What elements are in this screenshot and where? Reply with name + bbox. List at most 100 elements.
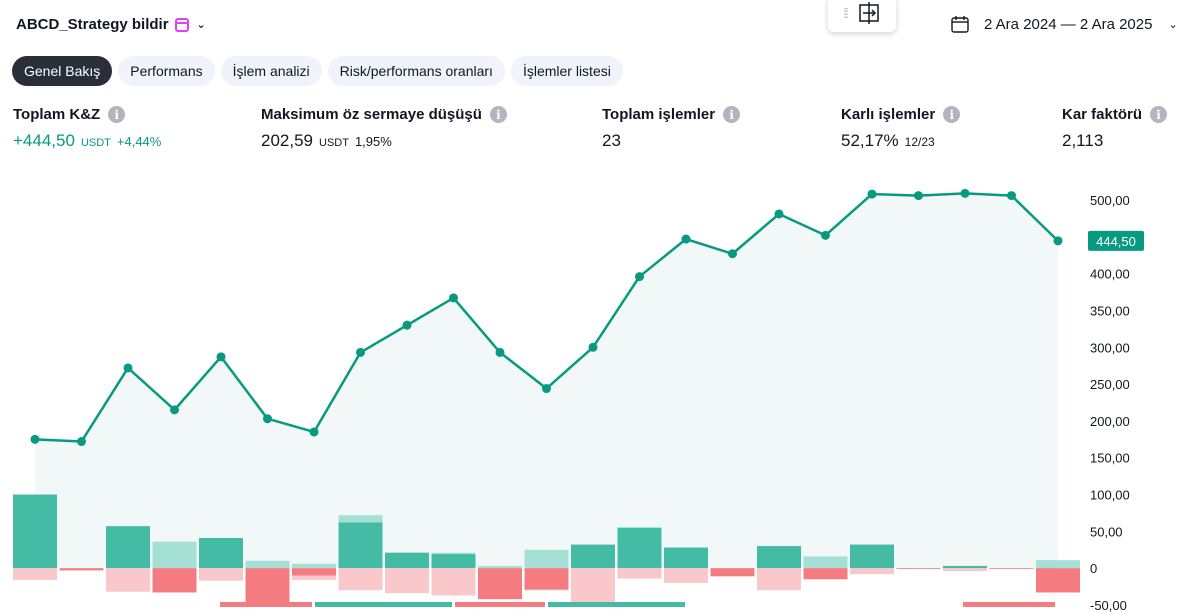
runup-realized-bar: [664, 547, 708, 569]
equity-point: [449, 293, 458, 303]
equity-point: [402, 320, 412, 330]
equity-point: [542, 384, 551, 394]
last-value-badge: [1088, 230, 1144, 251]
runup-realized-bar: [431, 554, 476, 569]
drag-handle-icon[interactable]: ⁞⁞: [843, 5, 849, 21]
equity-point: [216, 352, 226, 362]
info-icon[interactable]: i: [1150, 106, 1168, 123]
floating-toolbar[interactable]: ⁞⁞: [828, 0, 896, 32]
tab-risk-ratios[interactable]: Risk/performans oranları: [327, 56, 505, 86]
runup-realized-bar: [338, 522, 383, 569]
runup-bar: [245, 560, 290, 569]
equity-point: [1007, 191, 1016, 201]
y-tick-label: -50,00: [1090, 598, 1127, 612]
equity-point: [263, 414, 272, 424]
drawdown-bar: [338, 568, 383, 591]
info-icon[interactable]: i: [489, 106, 507, 123]
drawdown-bar: [199, 568, 243, 581]
y-tick-label: 150,00: [1090, 451, 1130, 466]
runup-bar: [524, 549, 569, 569]
tab-trade-analysis[interactable]: İşlem analizi: [220, 56, 322, 86]
drawdown-bar: [664, 568, 708, 583]
timeline-strip: [220, 602, 312, 607]
drawdown-bar: [385, 568, 429, 594]
equity-point: [774, 209, 784, 219]
drawdown-realized-bar: [524, 568, 569, 590]
calendar-icon: [951, 16, 969, 33]
y-tick-label: 200,00: [1090, 414, 1130, 429]
drawdown-realized-bar: [710, 568, 755, 577]
info-icon[interactable]: i: [943, 106, 961, 123]
runup-realized-bar: [617, 527, 662, 569]
stat-percent: 1,95%: [354, 134, 392, 149]
runup-realized-bar: [199, 537, 243, 569]
stat-label: Maksimum öz sermaye düşüşü: [261, 106, 482, 123]
drawdown-realized-bar: [1036, 568, 1080, 593]
tab-trades-list[interactable]: İşlemler listesi: [510, 56, 623, 86]
fit-chart-icon[interactable]: [857, 1, 881, 25]
equity-point: [309, 427, 319, 437]
stat-max-drawdown: Maksimum öz sermaye düşüşü i 202,59 USDT…: [261, 106, 507, 151]
calendar-badge-icon: [174, 17, 189, 32]
runup-realized-bar: [757, 546, 801, 569]
runup-bar: [292, 563, 336, 569]
equity-point: [123, 363, 133, 373]
stat-profitable-trades: Karlı işlemler i 52,17% 12/23: [841, 106, 961, 151]
tab-performance[interactable]: Performans: [118, 56, 215, 86]
equity-point: [1053, 236, 1063, 246]
stat-value: +444,50: [13, 131, 75, 150]
stat-label: Toplam işlemler: [602, 106, 716, 123]
drawdown-realized-bar: [896, 568, 941, 569]
date-range-text: 2 Ara 2024 — 2 Ara 2025: [984, 15, 1153, 33]
equity-point: [495, 347, 505, 357]
tab-bar: Genel Bakış Performans İşlem analizi Ris…: [12, 56, 623, 86]
equity-point: [914, 191, 923, 201]
equity-point: [681, 234, 691, 244]
strategy-title: ABCD_Strategy bildir: [16, 16, 169, 33]
runup-realized-bar: [943, 565, 987, 569]
stat-unit: USDT: [319, 137, 349, 149]
equity-point: [356, 347, 365, 357]
strategy-selector[interactable]: ABCD_Strategy bildir ⌄: [16, 16, 206, 33]
stats-row: Toplam K&Z i +444,50 USDT +4,44% Maksimu…: [0, 106, 1184, 156]
runup-bar: [803, 556, 848, 569]
timeline-strip: [315, 602, 452, 607]
drawdown-bar: [850, 568, 894, 575]
drawdown-bar: [617, 568, 662, 579]
drawdown-realized-bar: [803, 568, 848, 580]
y-tick-label: 400,00: [1090, 267, 1130, 282]
runup-realized-bar: [850, 544, 894, 569]
last-value-label: 444,50: [1096, 234, 1136, 249]
equity-chart[interactable]: 500,00450,00400,00350,00300,00250,00200,…: [0, 160, 1184, 612]
equity-point: [728, 249, 737, 259]
info-icon[interactable]: i: [723, 106, 741, 123]
equity-point: [77, 437, 86, 447]
drawdown-bar: [13, 568, 57, 580]
drawdown-realized-bar: [478, 568, 522, 600]
drawdown-realized-bar: [989, 568, 1034, 569]
info-icon[interactable]: i: [108, 106, 126, 123]
y-tick-label: 0: [1090, 561, 1097, 576]
stat-value: 202,59: [261, 131, 313, 150]
y-tick-label: 100,00: [1090, 488, 1130, 503]
drawdown-bar: [571, 568, 615, 603]
equity-point: [960, 188, 970, 198]
top-bar: ABCD_Strategy bildir ⌄ ⁞⁞ 2 Ara 2024 — 2…: [0, 0, 1184, 50]
date-range-selector[interactable]: 2 Ara 2024 — 2 Ara 2025 ⌄: [950, 14, 1178, 34]
timeline-strip: [963, 602, 1055, 607]
y-tick-label: 500,00: [1090, 193, 1130, 208]
runup-realized-bar: [385, 552, 429, 569]
equity-point: [635, 272, 644, 282]
drawdown-bar: [106, 568, 150, 592]
timeline-strip: [548, 602, 685, 607]
drawdown-realized-bar: [59, 568, 104, 571]
stat-label: Kar faktörü: [1062, 106, 1143, 123]
stat-value: 23: [602, 131, 621, 150]
y-tick-label: 300,00: [1090, 340, 1130, 355]
chevron-down-icon: ⌄: [196, 19, 206, 31]
tab-overview[interactable]: Genel Bakış: [12, 56, 113, 86]
drawdown-bar: [431, 568, 476, 596]
equity-point: [30, 434, 40, 444]
chevron-down-icon: ⌄: [1168, 18, 1178, 31]
stat-value: 2,113: [1062, 131, 1104, 150]
